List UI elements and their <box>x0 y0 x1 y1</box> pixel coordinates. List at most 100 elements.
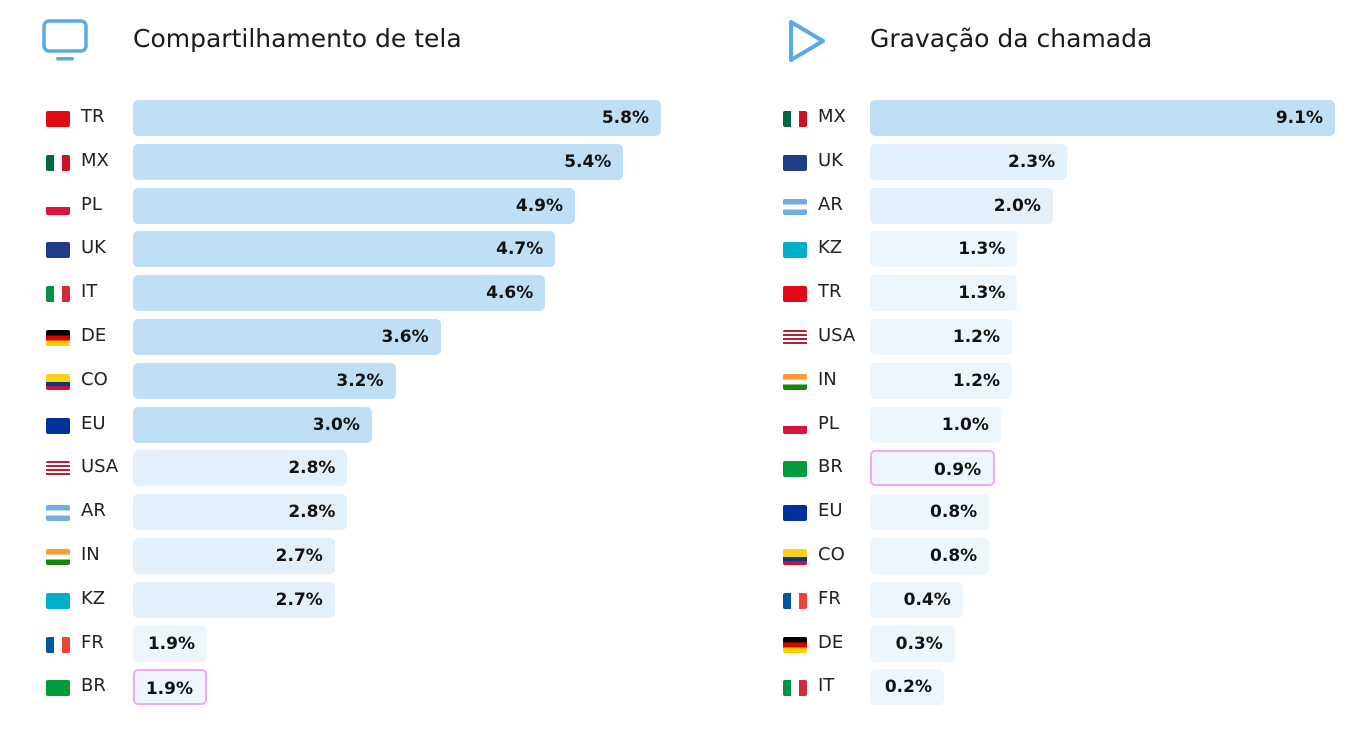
flag-de-icon <box>46 330 70 346</box>
bar: 1.2% <box>870 362 1013 399</box>
category-label: CO <box>81 368 108 390</box>
bar: 2.3% <box>870 143 1068 180</box>
bar-row-in: IN 2.7% <box>46 538 686 574</box>
bar: 9.1% <box>870 100 1335 136</box>
category-label: BR <box>81 675 106 697</box>
bar-row-eu: EU 0.8% <box>783 494 1360 531</box>
bar: 2.0% <box>870 187 1053 224</box>
bar-row-fr: FR 1.9% <box>46 625 686 662</box>
flag-eu-icon <box>783 505 807 522</box>
flag-mx-icon <box>46 154 70 171</box>
bar-row-usa: USA 1.2% <box>783 319 1360 355</box>
bar: 4.9% <box>133 187 576 224</box>
flag-it-icon <box>783 680 807 697</box>
data-label: 0.8% <box>930 546 978 566</box>
bar: 0.4% <box>870 581 963 618</box>
bar: 3.2% <box>133 362 396 399</box>
flag-br-icon <box>46 680 70 697</box>
data-label: 4.6% <box>486 283 534 304</box>
data-label: 1.9% <box>145 679 193 700</box>
bar: 1.9% <box>133 669 207 706</box>
category-label: TR <box>818 281 842 303</box>
flag-fr-icon <box>783 592 807 609</box>
category-label: IN <box>81 544 100 565</box>
category-label: PL <box>818 412 839 434</box>
data-label: 2.0% <box>993 195 1041 216</box>
chart-title: Gravação da chamada <box>870 24 1153 53</box>
bar: 4.6% <box>133 275 546 312</box>
category-label: AR <box>81 500 106 522</box>
bar: 0.9% <box>870 450 996 487</box>
bar-row-co: CO 0.8% <box>783 538 1360 574</box>
data-label: 3.6% <box>381 327 429 347</box>
data-label: 2.8% <box>288 458 336 479</box>
flag-ar-icon <box>783 198 807 215</box>
flag-pl-icon <box>783 417 807 434</box>
data-label: 2.7% <box>275 589 323 610</box>
data-label: 1.2% <box>952 370 1001 391</box>
data-label: 5.4% <box>564 151 612 172</box>
category-label: FR <box>818 587 841 609</box>
bar-row-mx: MX 5.4% <box>46 143 686 180</box>
flag-de-icon <box>783 636 807 653</box>
data-label: 3.2% <box>336 370 384 391</box>
category-label: DE <box>81 325 107 346</box>
bar-row-ar: AR 2.0% <box>783 187 1360 224</box>
flag-br-icon <box>783 461 807 478</box>
category-label: USA <box>818 325 856 346</box>
category-label: FR <box>81 631 104 653</box>
bar-row-usa: USA 2.8% <box>46 450 686 487</box>
data-label: 1.3% <box>958 283 1006 304</box>
flag-it-icon <box>46 286 70 303</box>
flag-usa-icon <box>783 330 807 346</box>
bar-row-mx: MX 9.1% <box>783 100 1360 136</box>
data-label: 0.4% <box>903 589 951 610</box>
data-label: 0.9% <box>933 460 982 481</box>
bar-row-tr: TR 1.3% <box>783 275 1360 312</box>
bar-row-uk: UK 2.3% <box>783 143 1360 180</box>
data-label: 1.2% <box>952 327 1001 347</box>
category-label: IN <box>818 368 837 390</box>
flag-kz-icon <box>46 592 70 609</box>
bar-row-it: IT 4.6% <box>46 275 686 312</box>
bar-row-uk: UK 4.7% <box>46 231 686 268</box>
data-label: 2.8% <box>288 502 336 523</box>
bar-row-ar: AR 2.8% <box>46 494 686 531</box>
category-label: EU <box>81 412 106 434</box>
bar-row-kz: KZ 1.3% <box>783 231 1360 268</box>
bar-row-pl: PL 1.0% <box>783 406 1360 443</box>
category-label: KZ <box>81 587 106 609</box>
flag-co-icon <box>46 373 70 390</box>
category-label: IT <box>81 281 98 303</box>
bar-row-it: IT 0.2% <box>783 669 1360 706</box>
bar-row-tr: TR 5.8% <box>46 100 686 136</box>
bar-row-fr: FR 0.4% <box>783 581 1360 618</box>
bar-row-in: IN 1.2% <box>783 362 1360 399</box>
category-label: PL <box>81 193 102 215</box>
bar: 1.0% <box>870 406 1001 443</box>
category-label: BR <box>818 456 843 478</box>
category-label: KZ <box>818 237 843 259</box>
data-label: 2.3% <box>1007 151 1056 172</box>
flag-eu-icon <box>46 417 70 434</box>
data-label: 3.0% <box>312 414 360 435</box>
flag-uk-icon <box>783 154 807 171</box>
bar: 1.2% <box>870 319 1013 355</box>
bar-row-kz: KZ 2.7% <box>46 581 686 618</box>
bar: 2.8% <box>133 450 348 487</box>
flag-ar-icon <box>46 505 70 522</box>
category-label: USA <box>81 456 119 478</box>
bar: 2.8% <box>133 494 348 531</box>
data-label: 0.8% <box>930 502 978 523</box>
bar: 1.3% <box>870 231 1018 268</box>
bar-row-de: DE 3.6% <box>46 319 686 355</box>
data-label: 1.3% <box>958 239 1006 260</box>
bar: 5.8% <box>133 100 661 136</box>
flag-in-icon <box>783 373 807 390</box>
data-label: 5.8% <box>601 108 649 128</box>
flag-tr-icon <box>46 111 70 127</box>
bar: 0.2% <box>870 669 944 706</box>
flag-mx-icon <box>783 111 807 127</box>
category-label: AR <box>818 193 843 215</box>
bar: 1.9% <box>133 625 207 662</box>
